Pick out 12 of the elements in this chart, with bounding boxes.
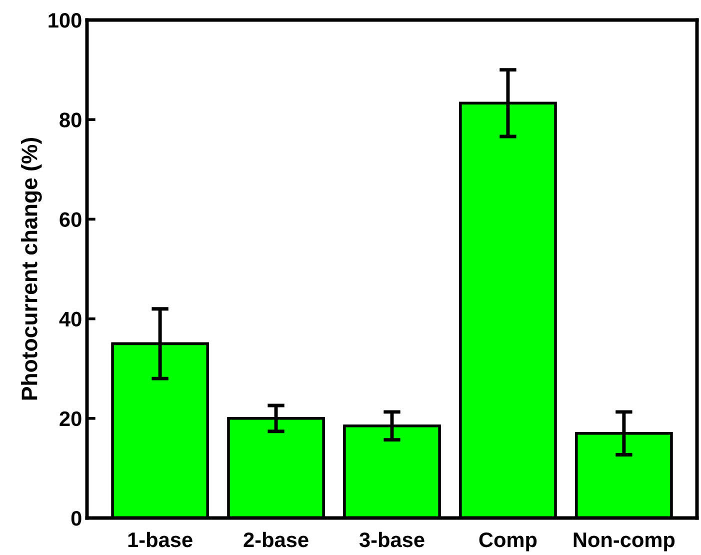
y-tick-label: 100 [48,13,82,28]
y-tick-label: 20 [60,411,82,426]
y-tick-label: 80 [60,112,82,128]
y-tick-label: 40 [59,312,82,327]
x-tick-label: 2-base [244,532,308,548]
y-tick-label: 60 [60,212,82,227]
x-tick-label: Comp [479,532,537,552]
x-tick-label: 1-base [128,532,192,548]
x-tick-label: Non-comp [574,532,675,552]
y-tick-label: 0 [71,511,82,526]
y-axis-title: Photocurrent change (%) [21,138,42,400]
x-tick-label: 3-base [359,532,424,548]
